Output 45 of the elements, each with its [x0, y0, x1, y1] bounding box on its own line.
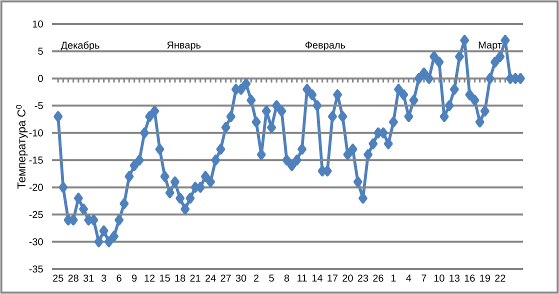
x-tick-label: 13 — [450, 274, 460, 282]
y-axis-title: Температура С$^{0}$ — [16, 104, 28, 189]
x-tick-label: 25 — [53, 274, 64, 282]
x-tick-label: 24 — [205, 274, 216, 282]
x-tick-label: 14 — [312, 274, 322, 282]
x-tick-label: 23 — [358, 274, 368, 282]
annotation: Январь — [167, 42, 201, 51]
y-tick-label: -25 — [29, 211, 43, 218]
x-tick-label: 11 — [298, 274, 307, 282]
x-tick-label: 7 — [422, 274, 426, 282]
x-tick-label: 31 — [83, 274, 94, 282]
x-tick-label: 4 — [406, 274, 412, 282]
x-tick-label: 12 — [144, 274, 155, 282]
x-tick-label: 17 — [328, 274, 338, 282]
x-tick-label: 3 — [101, 274, 106, 282]
x-tick-label: 27 — [220, 274, 231, 282]
annotation: Февраль — [305, 42, 346, 51]
annotation: Март — [478, 42, 502, 51]
x-tick-label: 22 — [495, 274, 506, 282]
x-tick-label: 10 — [434, 274, 444, 282]
y-tick-label: -5 — [34, 102, 43, 110]
x-tick-label: 2 — [254, 274, 259, 282]
x-tick-label: 18 — [175, 274, 186, 282]
x-tick-label: 26 — [373, 274, 384, 282]
y-tick-label: 5 — [38, 48, 43, 55]
y-tick-label: -15 — [29, 156, 43, 164]
x-tick-label: 1 — [391, 274, 396, 282]
x-tick-label: 19 — [480, 274, 490, 282]
y-tick-label: 0 — [38, 74, 43, 82]
y-tick-label: -30 — [29, 238, 43, 246]
x-tick-label: 28 — [68, 274, 78, 282]
x-tick-label: 5 — [269, 274, 274, 282]
y-tick-label: 10 — [32, 20, 43, 28]
x-tick-label: 8 — [284, 274, 290, 282]
x-tick-label: 9 — [132, 274, 137, 282]
annotation: Декабрь — [60, 41, 100, 51]
x-tick-label: 16 — [464, 274, 475, 282]
y-tick-label: -10 — [29, 129, 43, 136]
x-tick-label: 30 — [236, 274, 246, 282]
x-tick-label: 6 — [116, 274, 122, 282]
x-tick-label: 21 — [190, 274, 200, 282]
y-tick-label: -35 — [29, 265, 43, 273]
y-tick-label: -20 — [29, 184, 43, 191]
x-tick-label: 20 — [342, 274, 353, 282]
x-tick-label: 15 — [160, 274, 170, 282]
